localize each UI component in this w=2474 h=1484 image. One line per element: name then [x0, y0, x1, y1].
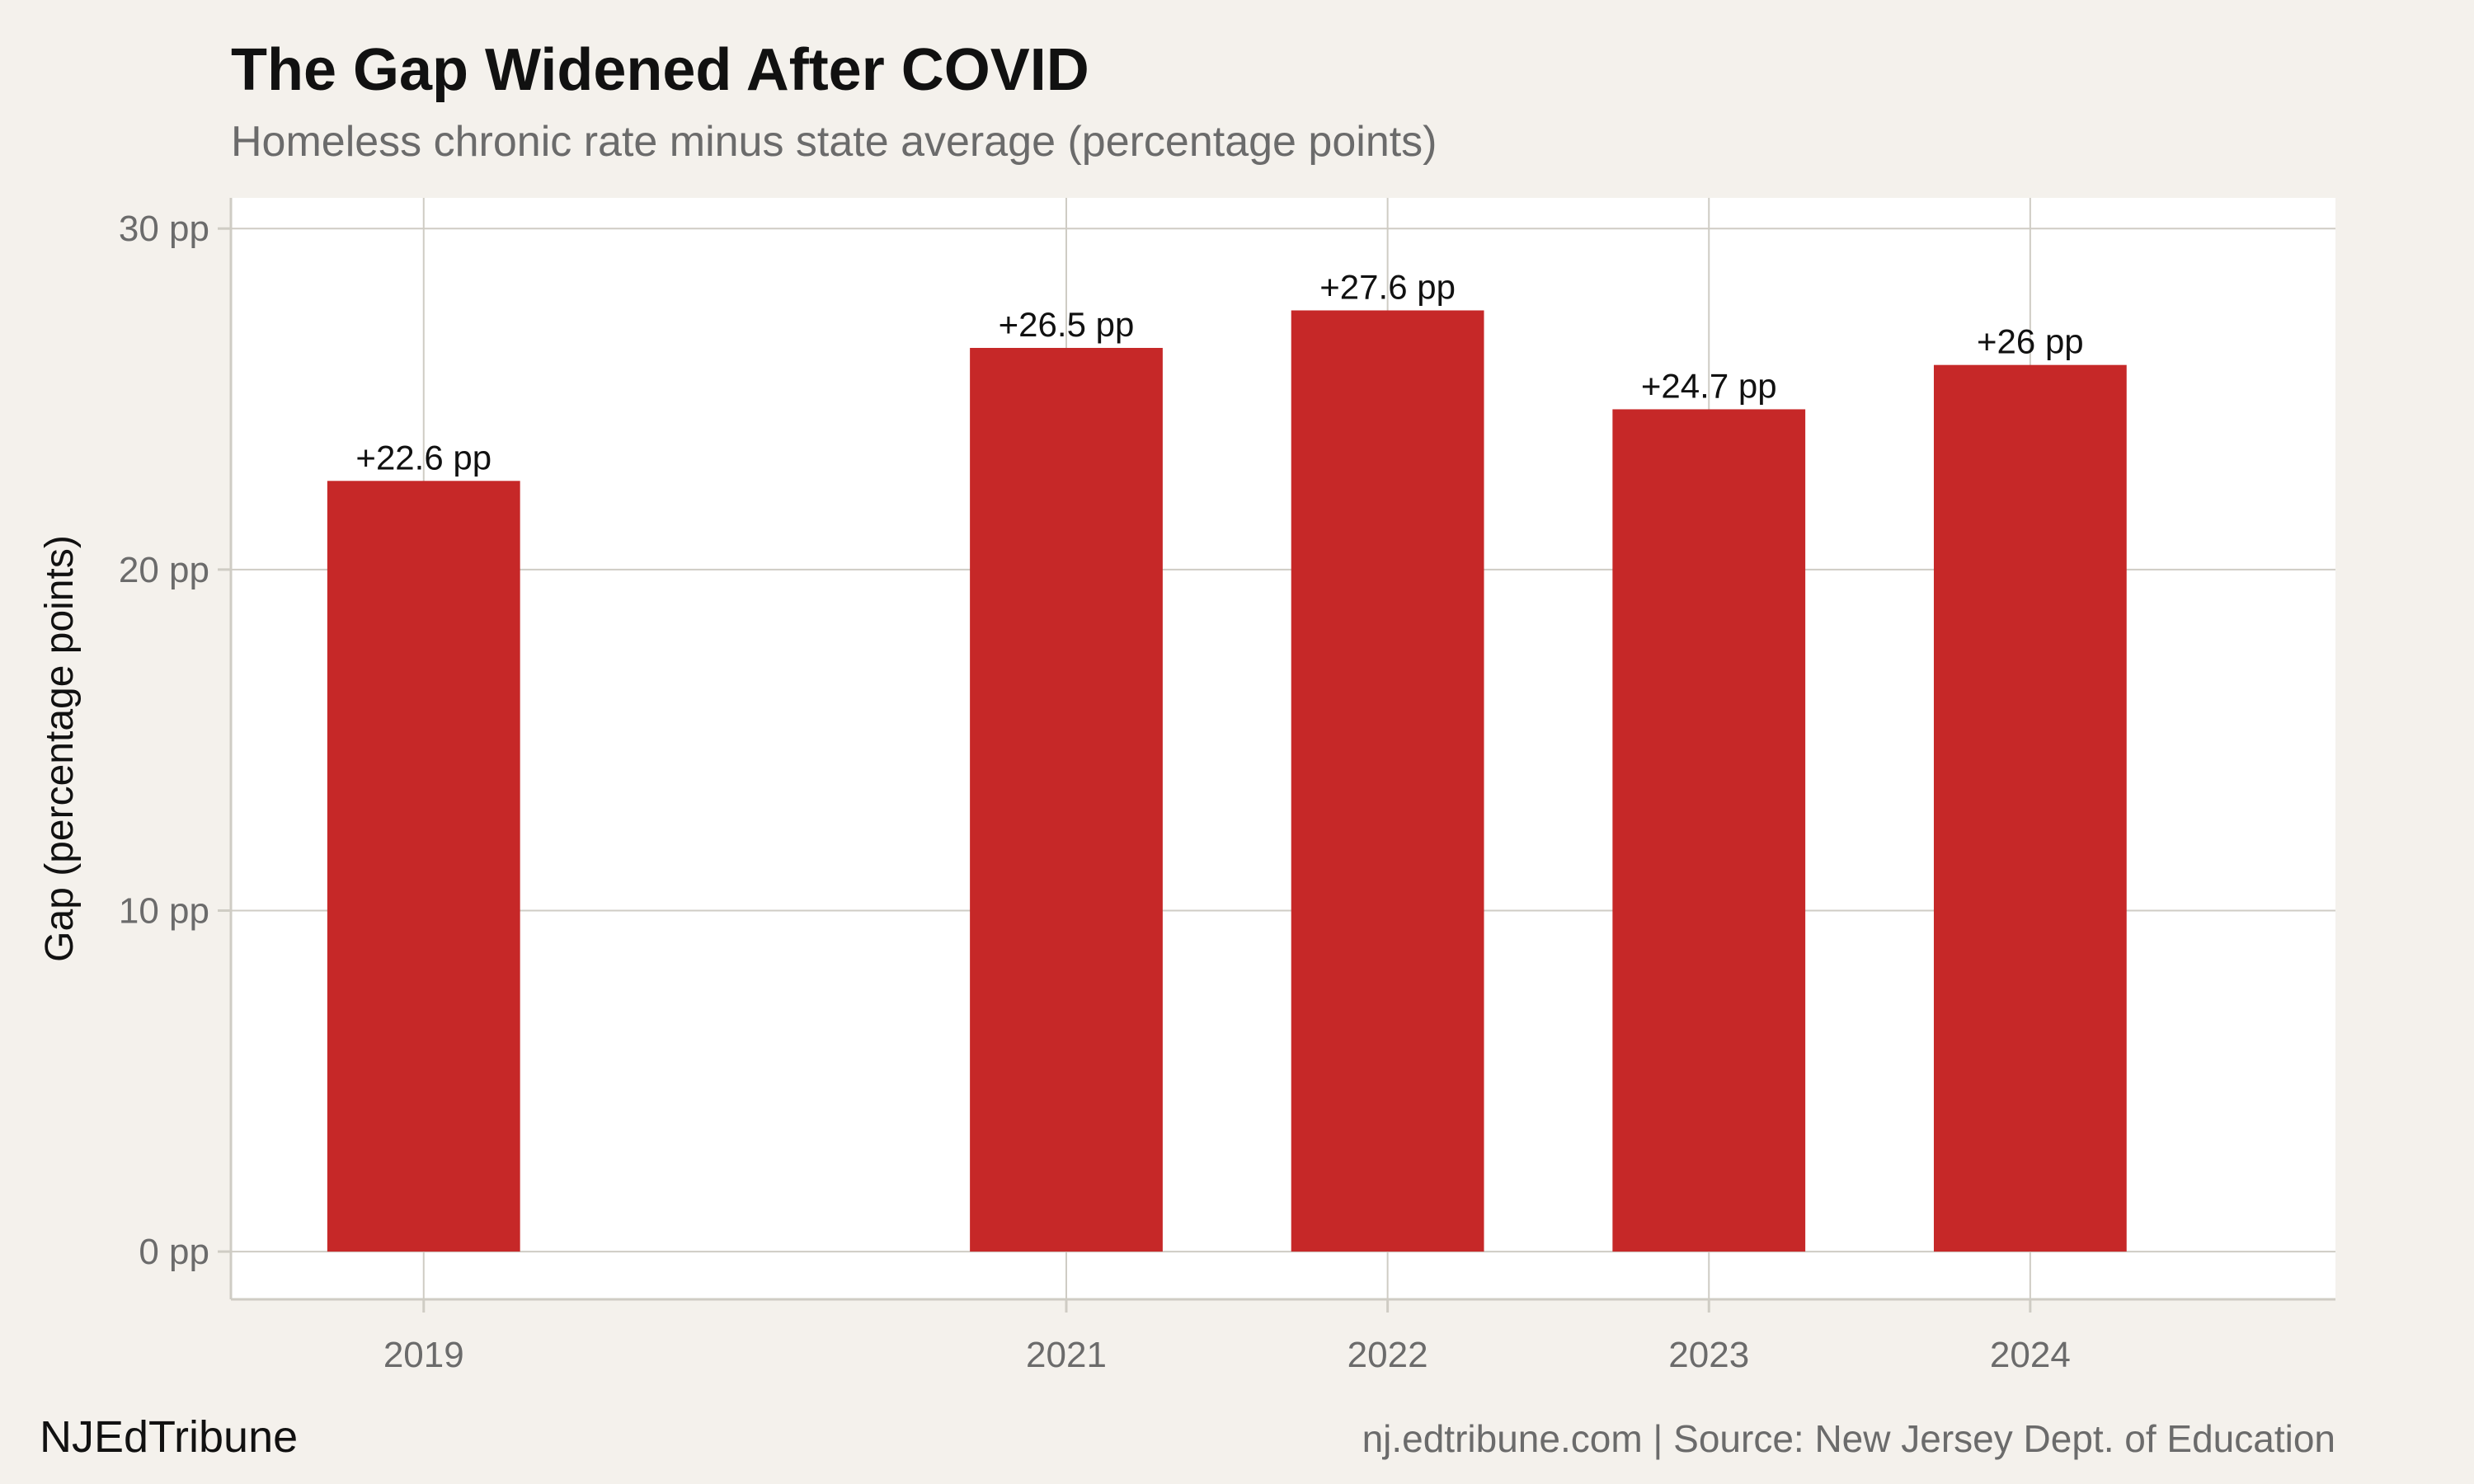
bar-value-label: +27.6 pp [1319, 267, 1456, 306]
y-tick-label: 30 pp [119, 209, 209, 249]
y-tick-label: 10 pp [119, 890, 209, 931]
bar-value-label: +24.7 pp [1641, 366, 1777, 405]
bar-value-label: +26.5 pp [999, 305, 1135, 344]
bar-value-label: +22.6 pp [355, 438, 492, 477]
x-tick-label: 2022 [1348, 1335, 1428, 1375]
x-tick-label: 2023 [1668, 1335, 1749, 1375]
chart-subtitle: Homeless chronic rate minus state averag… [231, 118, 1437, 166]
bar [1291, 310, 1484, 1252]
y-axis-title: Gap (percentage points) [38, 535, 82, 962]
y-tick-label: 0 pp [139, 1232, 209, 1272]
source-credit: nj.edtribune.com | Source: New Jersey De… [1362, 1417, 2335, 1460]
bar [327, 481, 520, 1252]
bar [1612, 409, 1806, 1252]
plot-area: +22.6 pp +26.5 pp +27.6 pp +24.7 pp +26 pp 0 … [38, 198, 2335, 1375]
x-tick-label: 2021 [1026, 1335, 1107, 1375]
y-tick-label: 20 pp [119, 550, 209, 590]
bar-value-label: +26 pp [1977, 322, 2084, 361]
chart-title: The Gap Widened After COVID [231, 37, 1089, 103]
brand-name: NJEdTribune [40, 1412, 299, 1462]
bar [970, 347, 1163, 1252]
bar [1933, 364, 2127, 1252]
x-tick-label: 2019 [383, 1335, 464, 1375]
x-tick-label: 2024 [1990, 1335, 2071, 1375]
